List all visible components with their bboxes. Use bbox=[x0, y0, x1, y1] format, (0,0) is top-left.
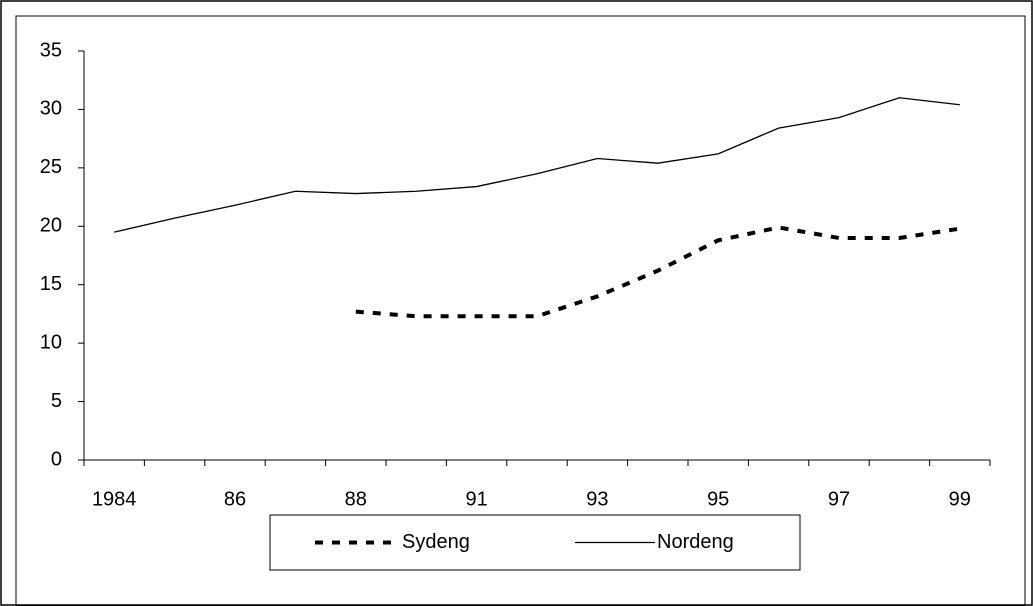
x-tick-label: 97 bbox=[828, 488, 850, 510]
y-tick-label: 20 bbox=[40, 215, 62, 237]
x-tick-label: 1984 bbox=[92, 488, 137, 510]
x-tick-label: 86 bbox=[224, 488, 246, 510]
legend-box bbox=[269, 514, 801, 571]
x-tick-label: 91 bbox=[465, 488, 487, 510]
x-tick-label: 95 bbox=[707, 488, 729, 510]
legend-label: Nordeng bbox=[657, 531, 734, 553]
y-tick-label: 25 bbox=[40, 156, 62, 178]
x-tick-label: 99 bbox=[949, 488, 971, 510]
y-tick-label: 15 bbox=[40, 273, 62, 295]
plot-frame bbox=[15, 15, 1026, 606]
y-tick-label: 0 bbox=[51, 448, 62, 470]
y-tick-label: 5 bbox=[51, 390, 62, 412]
series-line bbox=[355, 225, 961, 319]
legend-label: Sydeng bbox=[402, 531, 470, 553]
x-tick-label: 88 bbox=[345, 488, 367, 510]
y-tick-label: 10 bbox=[40, 331, 62, 353]
y-tick-label: 35 bbox=[40, 39, 62, 61]
x-tick-label: 93 bbox=[586, 488, 608, 510]
series-line bbox=[114, 97, 960, 233]
y-tick-label: 30 bbox=[40, 98, 62, 120]
